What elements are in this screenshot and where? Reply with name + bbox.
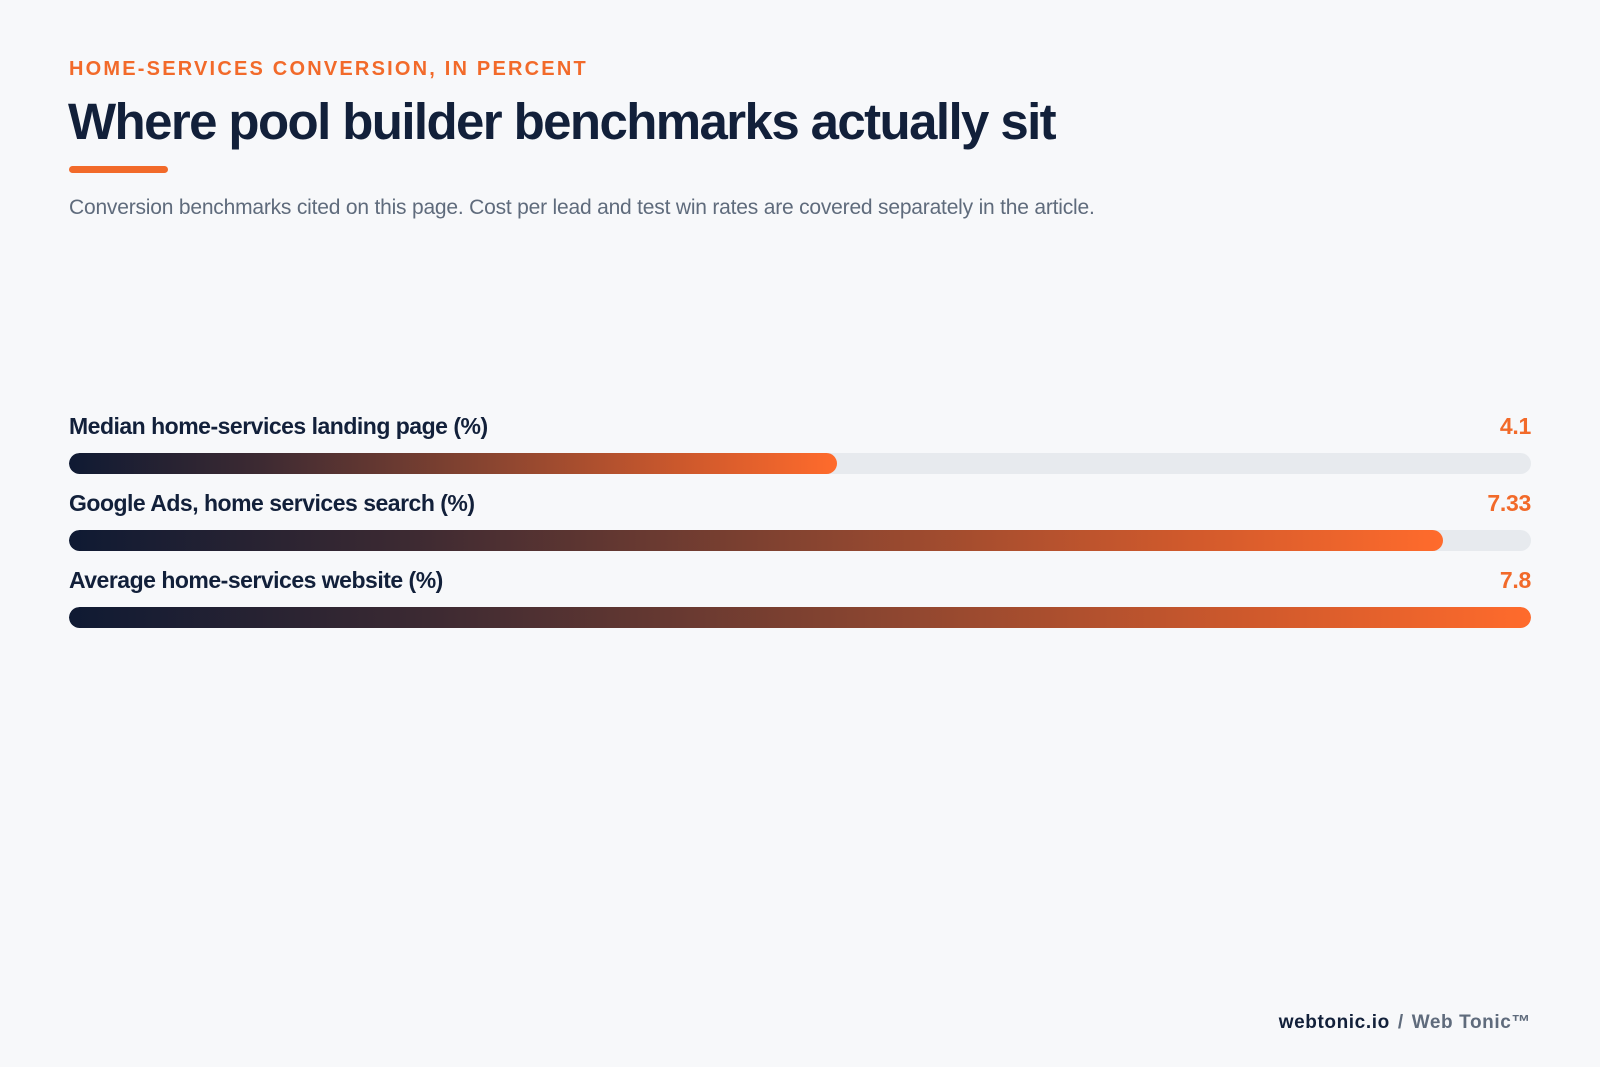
bar-track [69, 530, 1531, 551]
footer-credit: webtonic.io / Web Tonic™ [1279, 1012, 1531, 1034]
bar-value-label: 7.8 [1499, 567, 1531, 593]
bar [69, 607, 1531, 628]
bar-label: Average home-services website (%) [69, 567, 443, 593]
bar-row: Average home-services website (%) 7.8 [69, 564, 1531, 641]
title-accent-rule [69, 166, 168, 173]
bar-track [69, 607, 1531, 628]
chart-title: Where pool builder benchmarks actually s… [68, 93, 1057, 150]
chart-subtitle: Conversion benchmarks cited on this page… [69, 196, 1095, 219]
bar-value-label: 7.33 [1487, 490, 1531, 516]
bar-chart: Median home-services landing page (%) 4.1… [69, 410, 1531, 641]
footer-brand: Web Tonic™ [1411, 1012, 1531, 1033]
bar-label: Median home-services landing page (%) [69, 413, 488, 439]
bar-value-label: 4.1 [1499, 413, 1531, 439]
bar [69, 453, 838, 474]
bar [69, 530, 1443, 551]
footer-separator: / [1397, 1012, 1404, 1033]
chart-eyebrow: HOME-SERVICES CONVERSION, IN PERCENT [69, 58, 588, 80]
bar-label: Google Ads, home services search (%) [69, 490, 475, 516]
bar-row: Google Ads, home services search (%) 7.33 [69, 487, 1531, 564]
bar-row: Median home-services landing page (%) 4.1 [69, 410, 1531, 487]
footer-domain: webtonic.io [1278, 1012, 1390, 1033]
bar-track [69, 453, 1531, 474]
